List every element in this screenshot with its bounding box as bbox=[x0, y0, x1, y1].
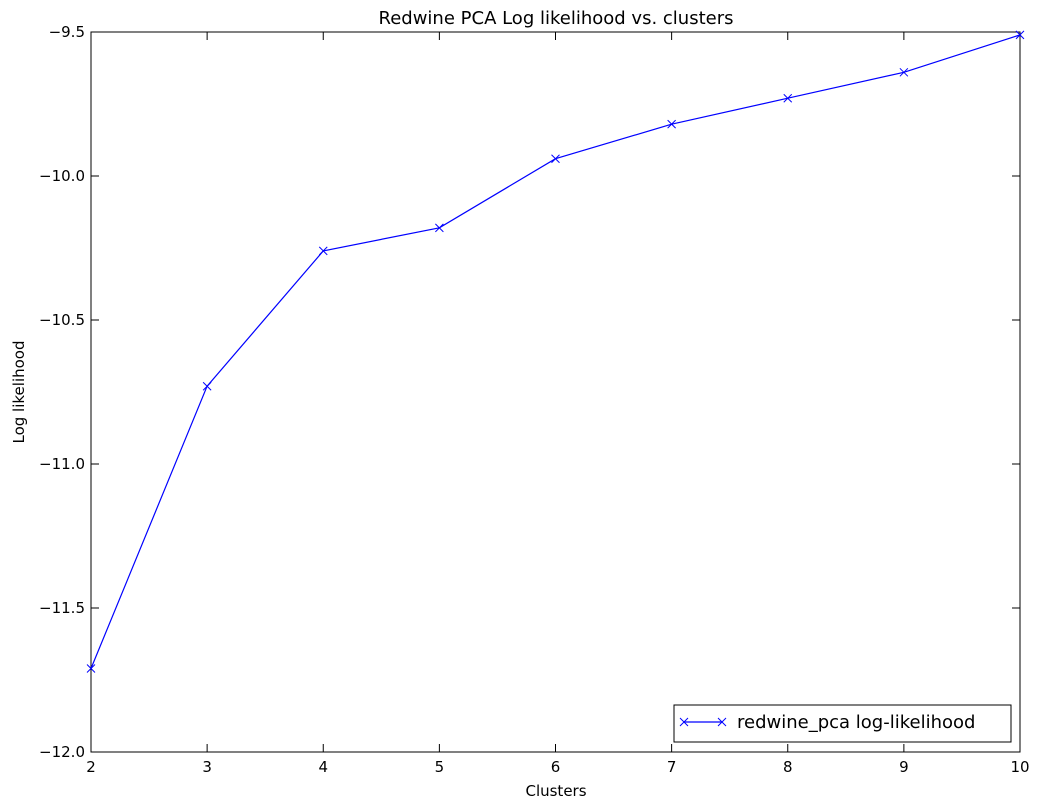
y-tick-label: −9.5 bbox=[49, 23, 85, 41]
y-tick-label: −10.5 bbox=[39, 311, 85, 329]
y-axis: −9.5 −10.0 −10.5 −11.0 −11.5 −12.0 bbox=[39, 23, 1020, 761]
data-point-marker bbox=[1015, 30, 1025, 40]
legend-marker-x bbox=[679, 717, 727, 727]
x-tick-label: 2 bbox=[86, 758, 96, 776]
x-tick-label: 7 bbox=[667, 758, 677, 776]
chart-title: Redwine PCA Log likelihood vs. clusters bbox=[379, 8, 734, 29]
data-point-marker bbox=[86, 664, 96, 673]
data-point-marker bbox=[783, 93, 793, 103]
legend-box bbox=[673, 704, 1012, 743]
plot-area: 2 3 4 5 6 7 8 9 10 −9.5 −10.0 −10.5 −11.0 −11.5 −12.0 bbox=[39, 23, 1030, 776]
x-axis: 2 3 4 5 6 7 8 9 10 bbox=[86, 32, 1030, 776]
data-point-marker bbox=[899, 67, 909, 77]
x-tick-label: 5 bbox=[435, 758, 445, 776]
x-axis-label: Clusters bbox=[525, 782, 586, 800]
x-tick-label: 10 bbox=[1010, 758, 1029, 776]
legend: redwine_pca log-likelihood bbox=[673, 704, 1012, 743]
data-point-marker bbox=[435, 223, 444, 233]
y-tick-label: −12.0 bbox=[39, 743, 85, 761]
plot-frame bbox=[90, 31, 1021, 753]
y-tick-label: −10.0 bbox=[39, 167, 85, 185]
data-point-marker bbox=[318, 246, 328, 256]
x-tick-label: 4 bbox=[318, 758, 328, 776]
data-point-marker bbox=[202, 381, 212, 391]
data-point-marker bbox=[667, 119, 676, 129]
y-tick-label: −11.5 bbox=[39, 599, 85, 617]
data-point-marker bbox=[551, 154, 560, 164]
y-axis-label: Log likelihood bbox=[10, 341, 28, 444]
series-layer bbox=[86, 30, 1025, 673]
x-tick-label: 8 bbox=[783, 758, 793, 776]
x-tick-label: 3 bbox=[202, 758, 212, 776]
x-tick-label: 9 bbox=[899, 758, 909, 776]
y-tick-label: −11.0 bbox=[39, 455, 85, 473]
x-tick-label: 6 bbox=[551, 758, 561, 776]
legend-entry-label: redwine_pca log-likelihood bbox=[737, 712, 975, 733]
